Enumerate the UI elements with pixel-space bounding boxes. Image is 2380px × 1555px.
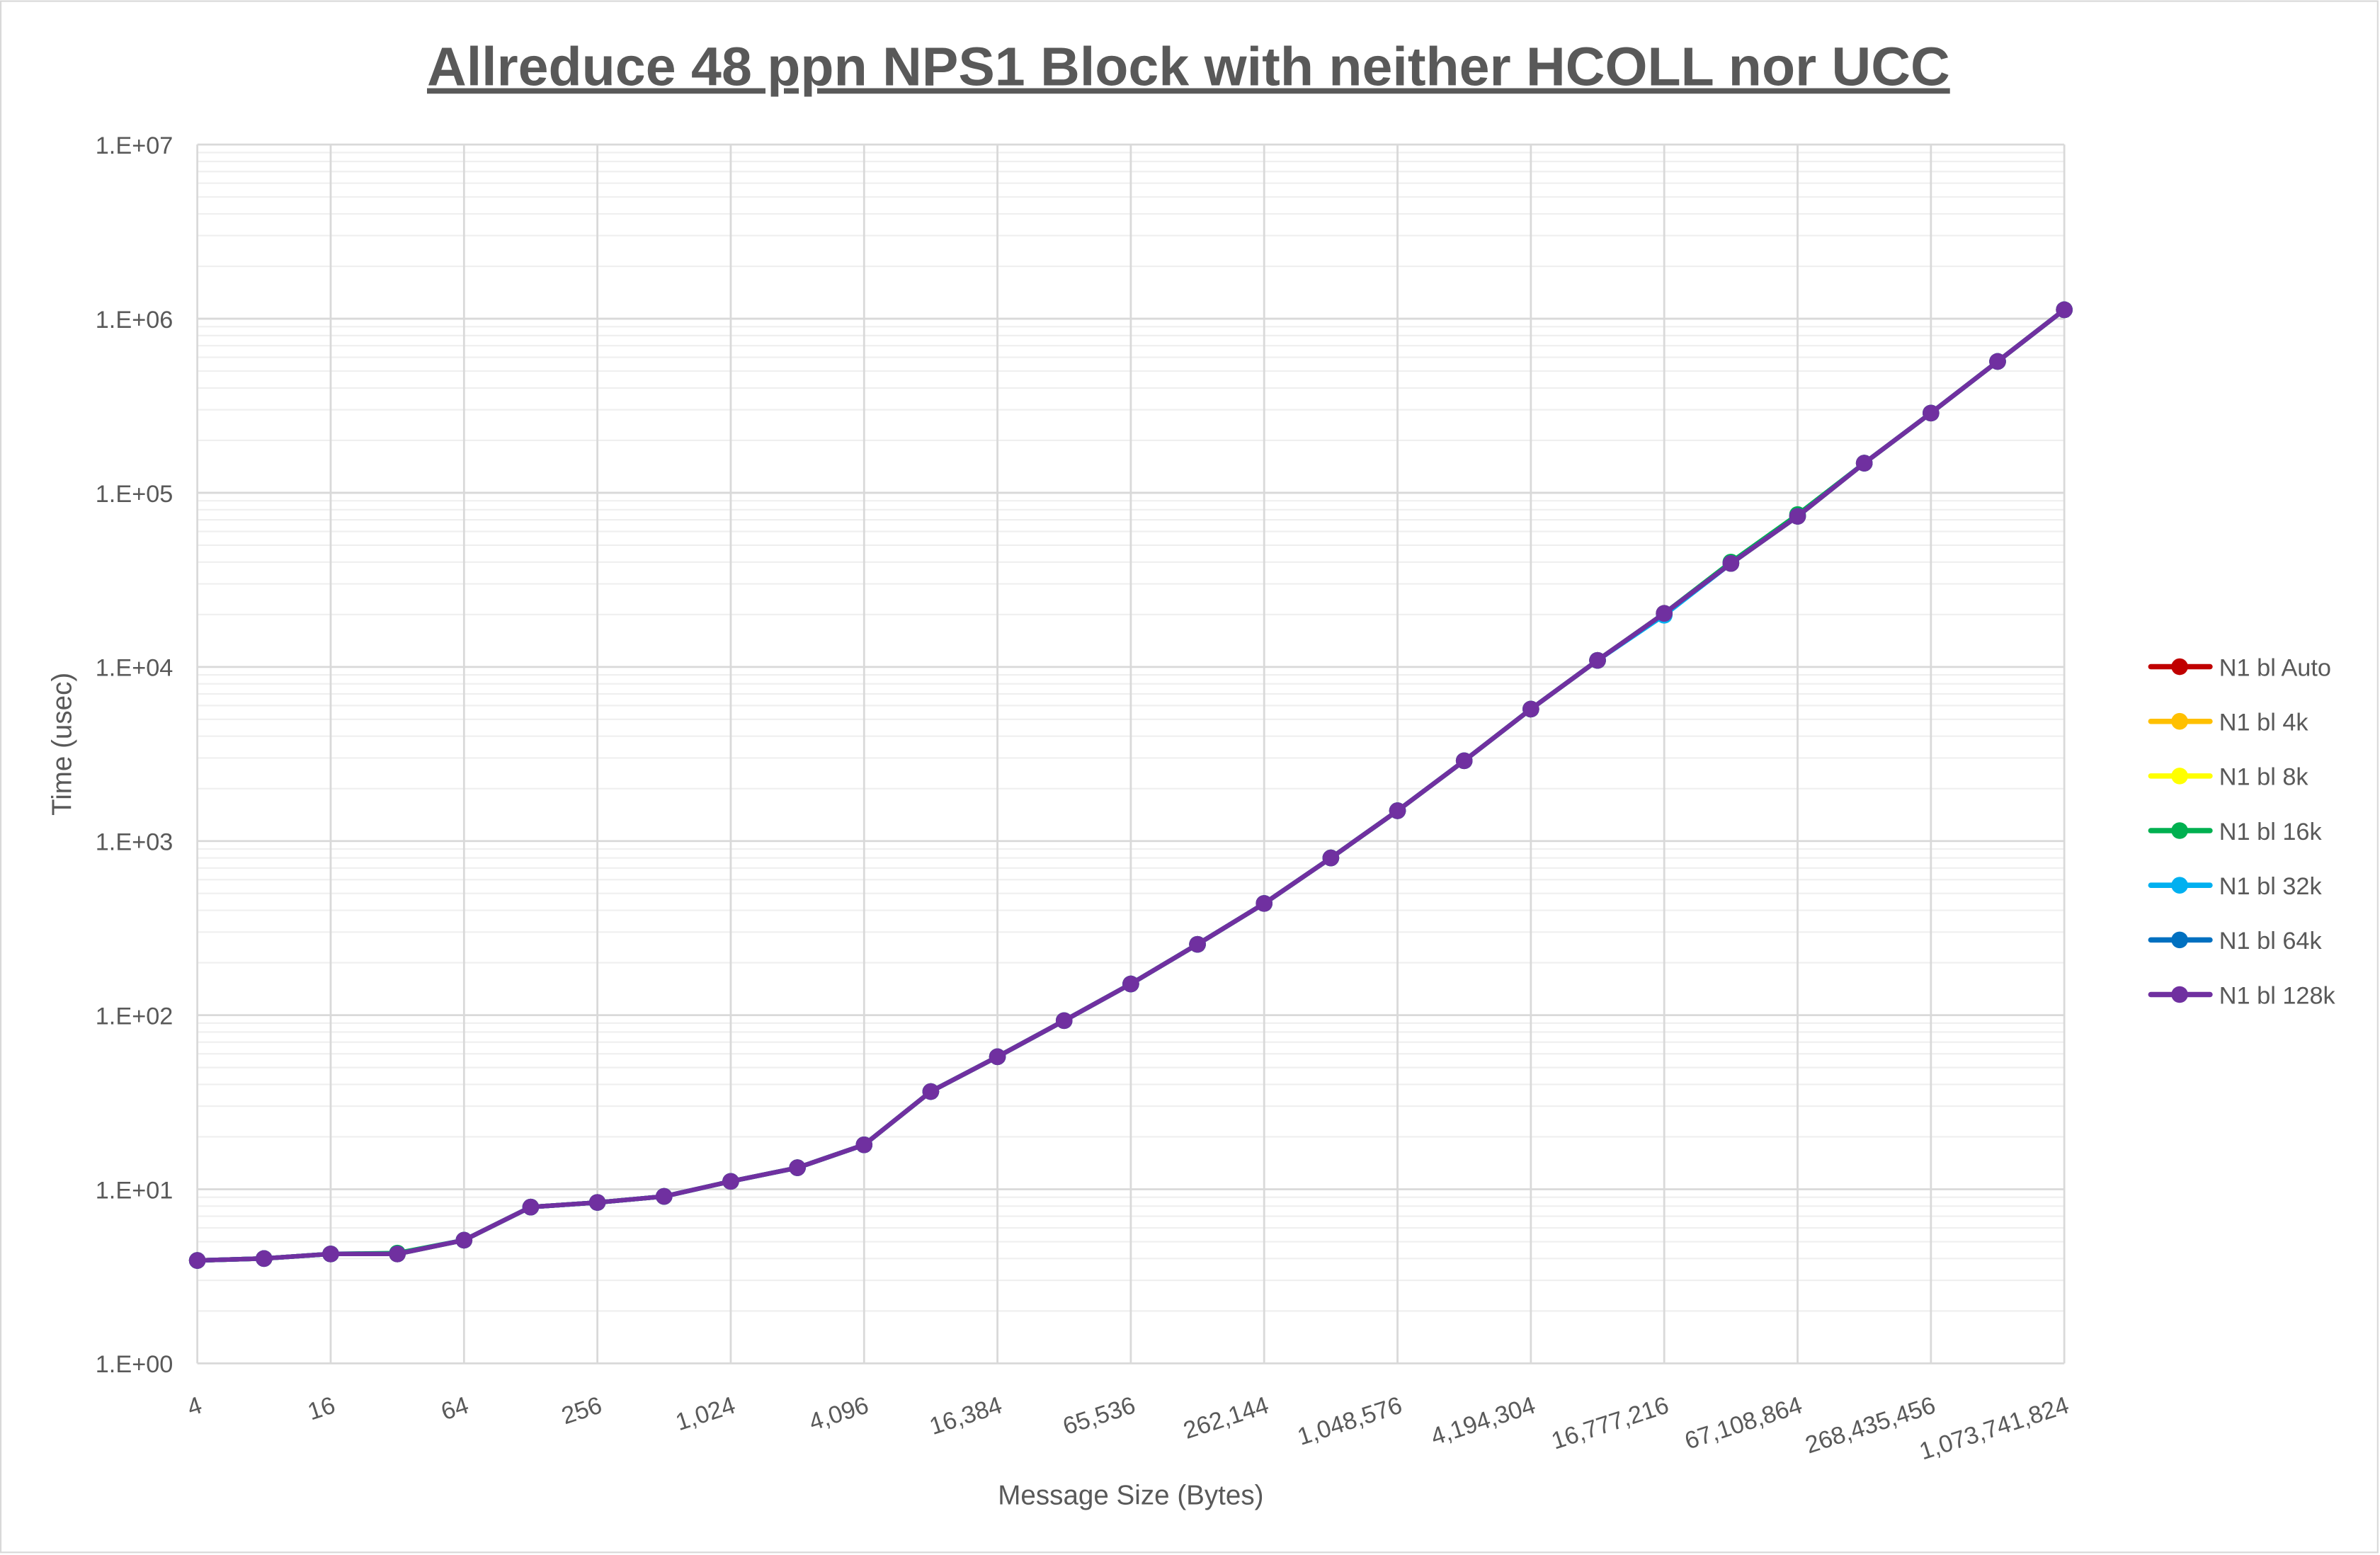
data-point <box>1122 975 1139 993</box>
x-axis-label: Message Size (Bytes) <box>998 1481 1263 1511</box>
y-axis-ticks: 1.E+00 1.E+01 1.E+02 1.E+03 1.E+04 1.E+05 1.E+… <box>96 132 173 1378</box>
y-tick-label: 1.E+06 <box>96 307 173 334</box>
data-point <box>1189 935 1206 953</box>
y-tick-label: 1.E+07 <box>96 132 173 159</box>
legend-label: N1 bl 128k <box>2219 982 2336 1009</box>
legend-item: N1 bl 128k <box>2148 982 2336 1009</box>
data-point <box>1923 404 1940 422</box>
y-tick-label: 1.E+02 <box>96 1003 173 1030</box>
data-point <box>455 1231 473 1249</box>
data-point <box>389 1246 406 1263</box>
legend-marker <box>2171 931 2188 949</box>
legend-marker <box>2171 986 2188 1003</box>
legend-item: N1 bl 32k <box>2148 873 2323 900</box>
legend: N1 bl Auto N1 bl 4k N1 bl 8k N1 bl 16k N1 bl… <box>2148 654 2336 1009</box>
data-point <box>1989 353 2006 370</box>
data-point <box>655 1187 673 1205</box>
data-point <box>1055 1012 1073 1030</box>
y-tick-label: 1.E+04 <box>96 655 173 682</box>
y-tick-label: 1.E+05 <box>96 481 173 508</box>
legend-marker <box>2171 822 2188 839</box>
data-point <box>1855 455 1873 472</box>
y-tick-label: 1.E+01 <box>96 1177 173 1204</box>
legend-marker <box>2171 768 2188 785</box>
chart-title: Allreduce 48 ppn NPS1 Block with neither… <box>427 37 1950 98</box>
y-axis-label: Time (usec) <box>47 673 78 816</box>
legend-item: N1 bl 8k <box>2148 764 2309 791</box>
data-point <box>256 1250 273 1268</box>
legend-item: N1 bl 16k <box>2148 819 2323 845</box>
legend-marker <box>2171 877 2188 894</box>
data-point <box>989 1048 1006 1066</box>
legend-marker <box>2171 658 2188 676</box>
legend-item: N1 bl 64k <box>2148 928 2323 955</box>
data-point <box>789 1159 806 1176</box>
data-point <box>522 1198 540 1216</box>
legend-marker <box>2171 712 2188 730</box>
data-point <box>922 1083 940 1100</box>
data-point <box>1722 554 1740 572</box>
data-point <box>1389 802 1406 819</box>
data-point <box>188 1252 206 1269</box>
legend-label: N1 bl Auto <box>2219 654 2331 681</box>
data-point <box>1589 651 1606 669</box>
legend-label: N1 bl 32k <box>2219 873 2323 900</box>
series-n1-bl-128k <box>188 301 2073 1269</box>
legend-label: N1 bl 64k <box>2219 928 2323 955</box>
series-layer <box>188 301 2073 1269</box>
data-point <box>1322 849 1340 867</box>
data-point <box>1656 605 1673 622</box>
y-tick-label: 1.E+03 <box>96 829 173 856</box>
data-point <box>855 1136 873 1154</box>
legend-label: N1 bl 8k <box>2219 764 2309 791</box>
data-point <box>1522 700 1539 718</box>
data-point <box>1455 752 1473 770</box>
legend-label: N1 bl 16k <box>2219 819 2323 845</box>
legend-label: N1 bl 4k <box>2219 710 2309 736</box>
data-point <box>722 1173 739 1190</box>
legend-item: N1 bl 4k <box>2148 710 2309 736</box>
data-point <box>322 1246 339 1263</box>
data-point <box>1789 508 1806 525</box>
data-point <box>2056 301 2073 319</box>
legend-item: N1 bl Auto <box>2148 654 2331 681</box>
data-point <box>588 1194 606 1211</box>
y-tick-label: 1.E+00 <box>96 1351 173 1378</box>
data-point <box>1256 895 1273 912</box>
